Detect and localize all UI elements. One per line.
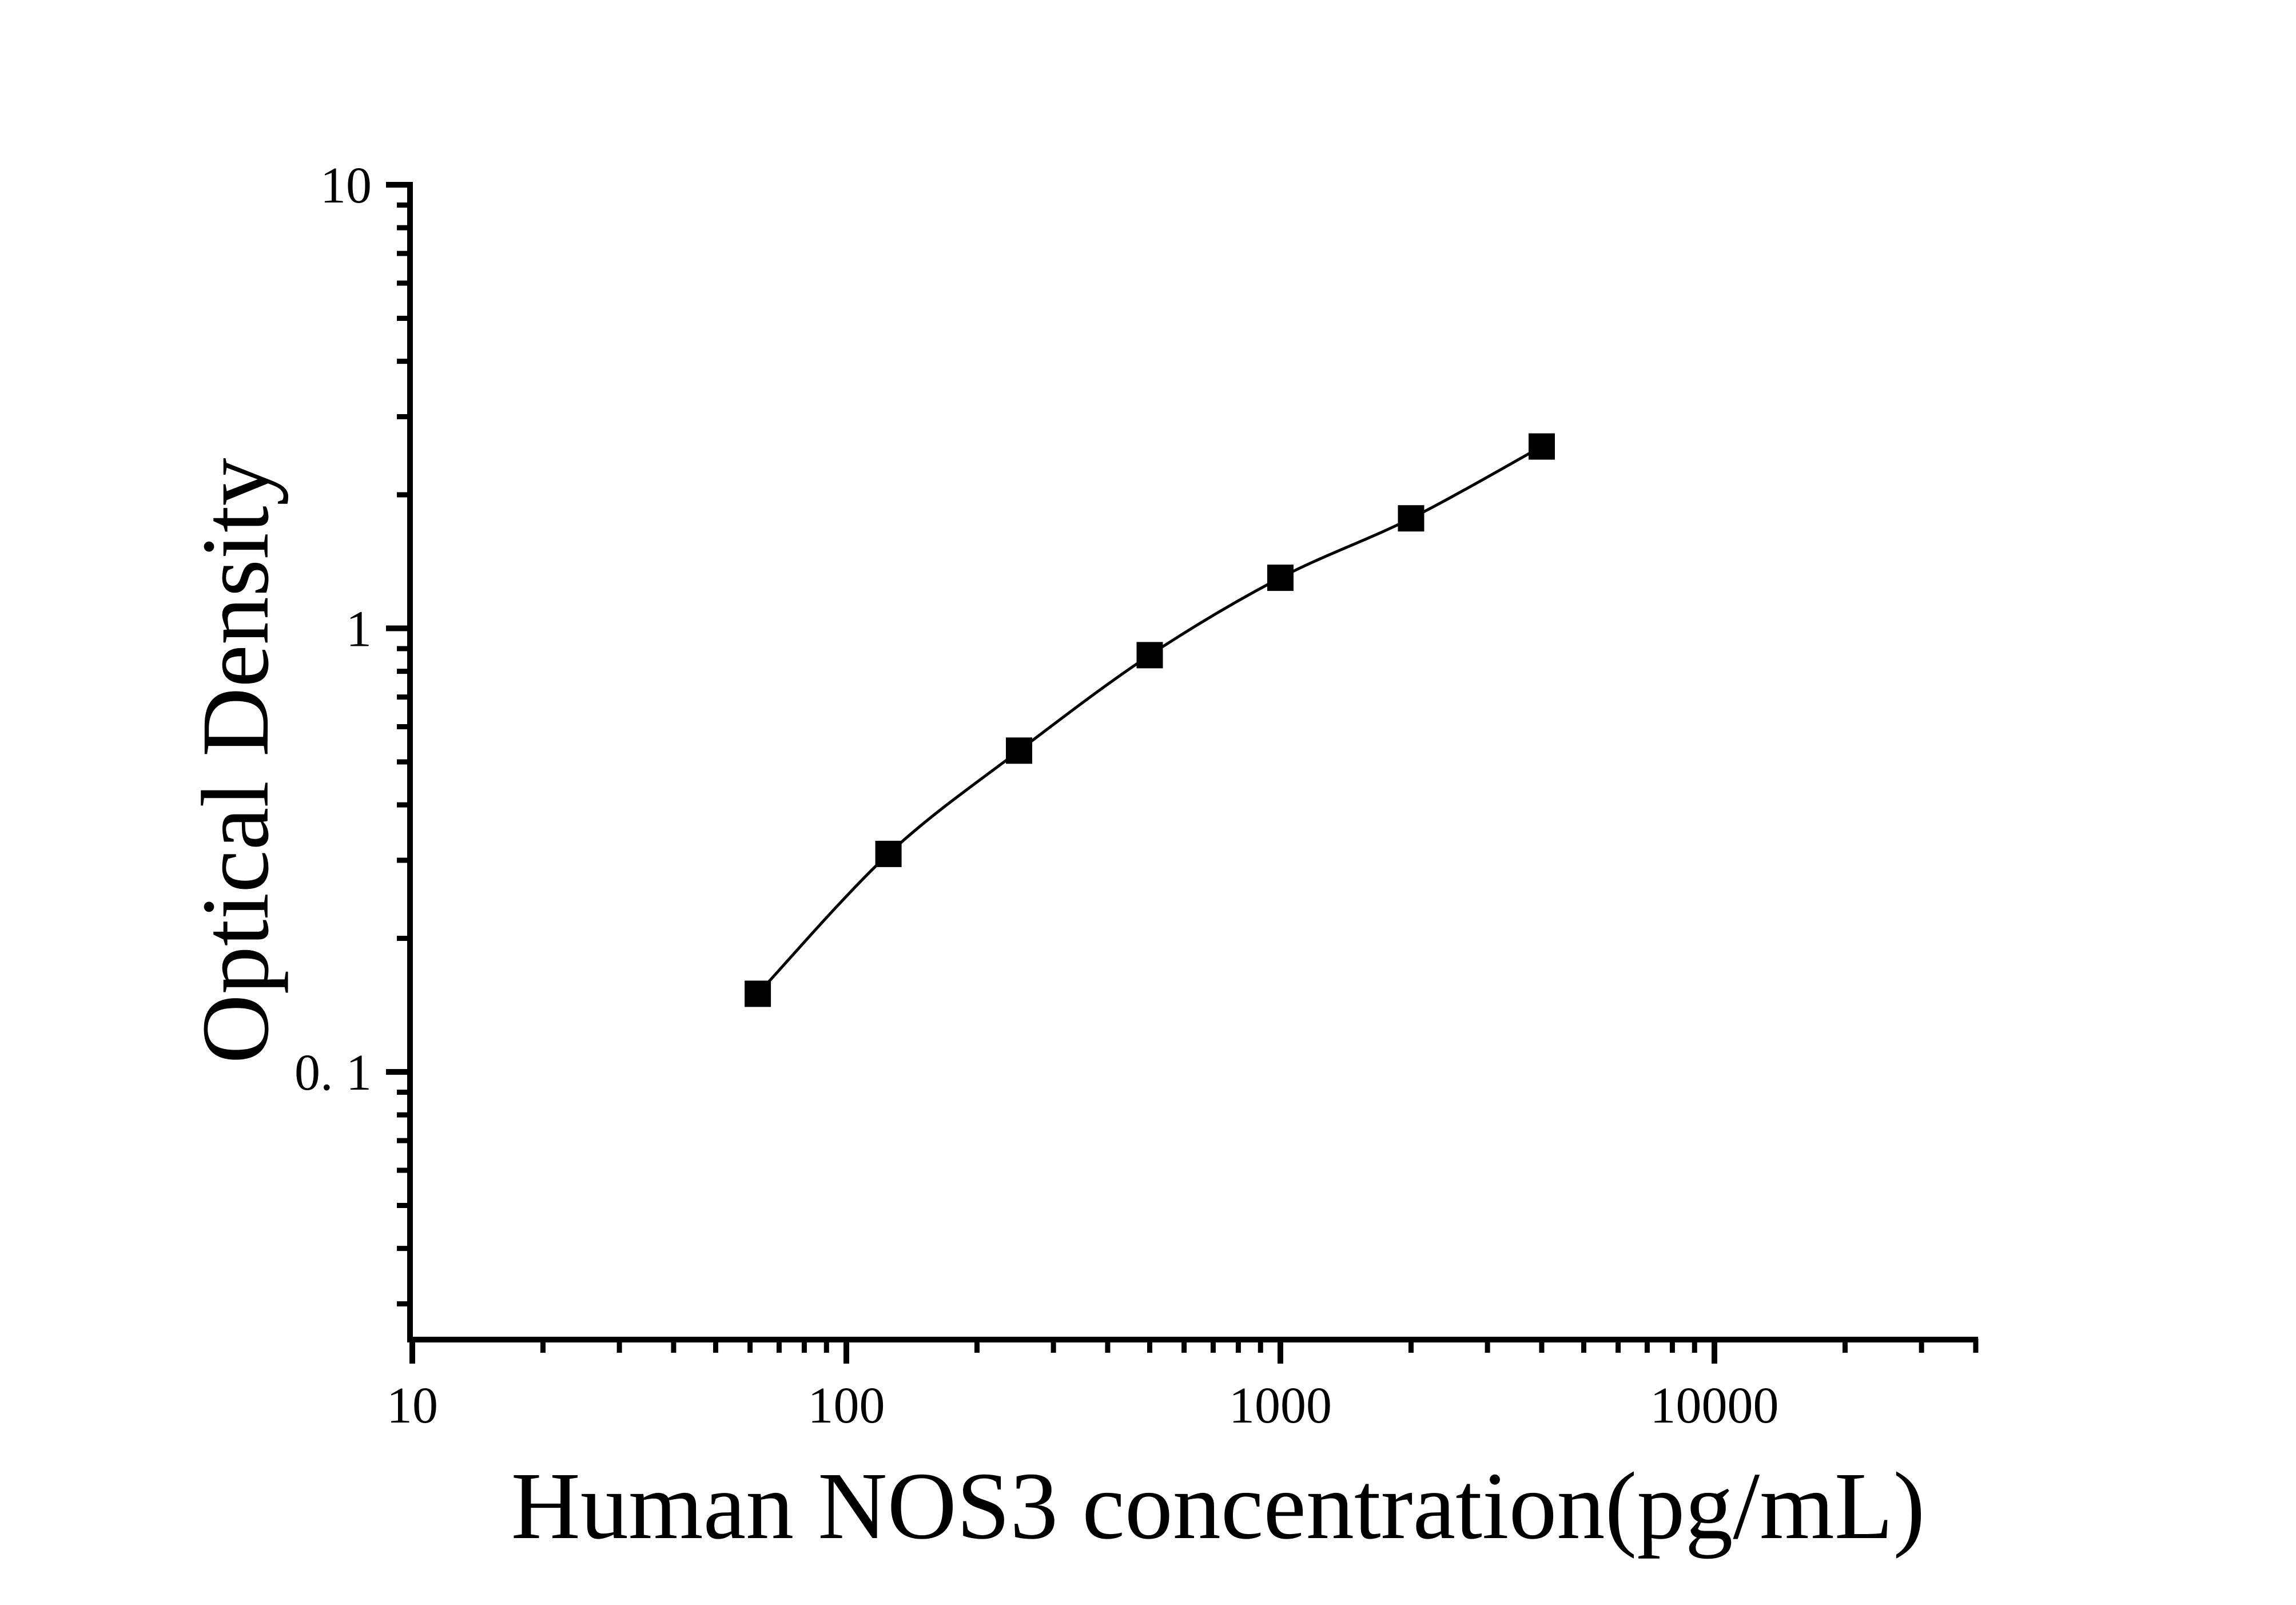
x-axis-title: Human NOS3 concentration(pg/mL) (511, 1453, 1925, 1559)
data-point-marker (745, 980, 771, 1007)
data-point-marker (1006, 737, 1032, 764)
data-point-marker (875, 840, 902, 867)
data-point-marker (1529, 433, 1555, 460)
y-tick-label: 1 (346, 601, 372, 658)
y-axis-title: Optical Density (182, 458, 289, 1064)
x-tick-label: 1000 (1229, 1377, 1332, 1434)
y-tick-label: 0. 1 (295, 1044, 372, 1101)
y-tick-label: 10 (320, 157, 372, 214)
data-point-marker (1267, 565, 1294, 591)
data-point-marker (1136, 642, 1163, 669)
x-tick-label: 10 (387, 1377, 438, 1434)
data-point-marker (1398, 505, 1424, 532)
x-tick-label: 10000 (1650, 1377, 1779, 1434)
x-tick-label: 100 (808, 1377, 885, 1434)
